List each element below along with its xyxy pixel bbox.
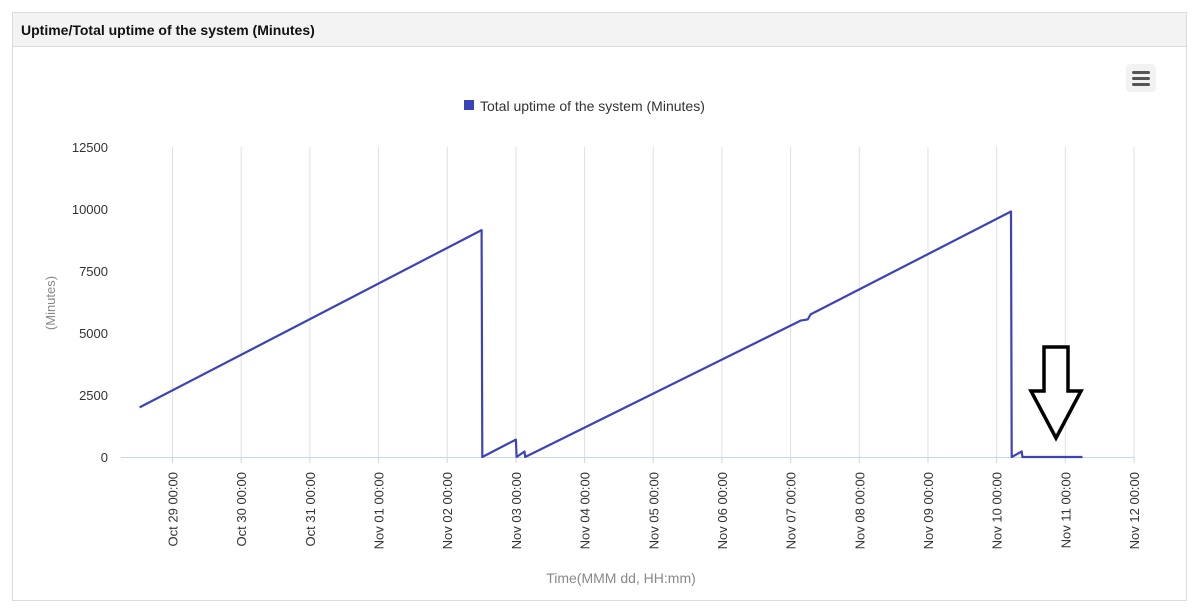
x-tick-label: Nov 08 00:00 — [852, 472, 867, 549]
menu-bar — [1132, 77, 1150, 80]
y-tick-label: 10000 — [72, 202, 108, 217]
x-tick-label: Oct 29 00:00 — [166, 472, 181, 546]
x-tick-label: Nov 01 00:00 — [372, 472, 387, 549]
chart-area: Oct 29 00:00 Oct 30 00:00 Oct 31 00:00 Nov … — [13, 48, 1186, 600]
x-tick-label: Nov 05 00:00 — [646, 472, 661, 549]
x-tick-label: Oct 30 00:00 — [234, 472, 249, 546]
panel-header: Uptime/Total uptime of the system (Minut… — [13, 13, 1186, 47]
axis-layer: Oct 29 00:00 Oct 30 00:00 Oct 31 00:00 Nov … — [72, 140, 1142, 549]
x-tick-label: Nov 02 00:00 — [440, 472, 455, 549]
legend-label: Total uptime of the system (Minutes) — [480, 98, 705, 114]
x-tick-label: Oct 31 00:00 — [303, 472, 318, 546]
series-line[interactable] — [139, 210, 1083, 459]
panel-title: Uptime/Total uptime of the system (Minut… — [21, 21, 315, 38]
y-tick-label: 12500 — [72, 140, 108, 155]
y-tick-label: 2500 — [79, 388, 108, 403]
x-tick-label: Nov 07 00:00 — [784, 472, 799, 549]
x-axis-title: Time(MMM dd, HH:mm) — [546, 570, 696, 586]
legend[interactable]: Total uptime of the system (Minutes) — [464, 98, 705, 114]
x-tick-label: Nov 10 00:00 — [990, 472, 1005, 549]
menu-bar — [1132, 83, 1150, 86]
y-axis-title: (Minutes) — [43, 276, 58, 330]
x-tick-label: Nov 06 00:00 — [715, 472, 730, 549]
x-tick-label: Nov 11 00:00 — [1058, 472, 1073, 548]
down-arrow-icon — [1028, 345, 1084, 442]
y-tick-label: 5000 — [79, 326, 108, 341]
grid-layer — [172, 147, 1135, 457]
line-chart: Oct 29 00:00 Oct 30 00:00 Oct 31 00:00 Nov … — [43, 98, 1142, 586]
y-tick-label: 0 — [101, 450, 108, 465]
series-layer — [139, 210, 1083, 459]
menu-bar — [1132, 71, 1150, 74]
x-tick-label: Nov 12 00:00 — [1127, 472, 1142, 549]
y-tick-label: 7500 — [79, 264, 108, 279]
x-tick-label: Nov 09 00:00 — [921, 472, 936, 549]
x-tick-label: Nov 03 00:00 — [509, 472, 524, 549]
chart-panel: Uptime/Total uptime of the system (Minut… — [12, 12, 1187, 601]
hamburger-menu-icon[interactable] — [1126, 64, 1156, 92]
legend-swatch — [464, 100, 474, 110]
x-tick-label: Nov 04 00:00 — [578, 472, 593, 549]
down-arrow-annotation — [1028, 345, 1084, 442]
